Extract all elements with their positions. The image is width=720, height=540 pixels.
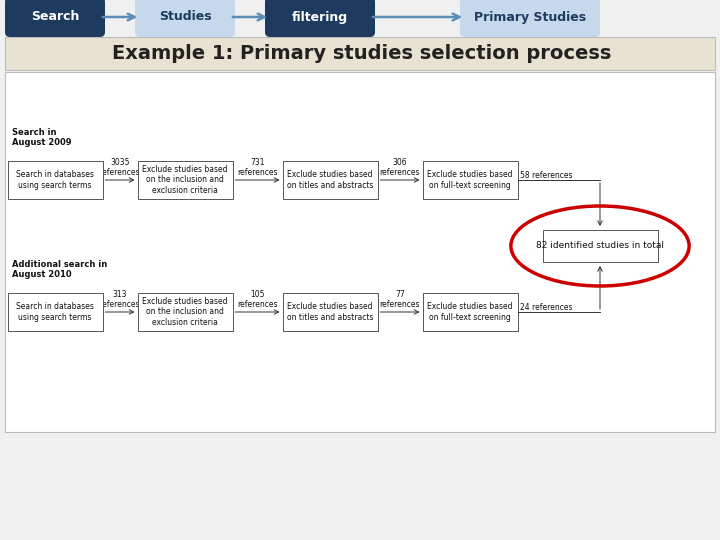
Text: Exclude studies based
on the inclusion and
exclusion criteria: Exclude studies based on the inclusion a… [143,165,228,195]
Bar [7,293,102,331]
Text: Search in databases
using search terms: Search in databases using search terms [16,302,94,322]
Bar [5,72,715,432]
Text: Exclude studies based
on titles and abstracts: Exclude studies based on titles and abst… [287,170,373,190]
Text: Primary Studies: Primary Studies [474,10,586,24]
Text: Studies: Studies [158,10,211,24]
Text: 105
references: 105 references [238,291,278,309]
Text: 24 references: 24 references [521,303,573,313]
Text: Exclude studies based
on titles and abstracts: Exclude studies based on titles and abst… [287,302,373,322]
Bar [7,161,102,199]
Text: Exclude studies based
on full-text screening: Exclude studies based on full-text scree… [427,170,513,190]
Text: Exclude studies based
on the inclusion and
exclusion criteria: Exclude studies based on the inclusion a… [143,297,228,327]
Text: 731
references: 731 references [238,158,278,177]
Text: Search in databases
using search terms: Search in databases using search terms [16,170,94,190]
Text: Search: Search [31,10,79,24]
Bar [5,37,715,70]
FancyBboxPatch shape [5,0,105,37]
Text: Additional search in
August 2010: Additional search in August 2010 [12,260,107,279]
Text: 3035
references: 3035 references [100,158,140,177]
Bar [423,293,518,331]
Text: Exclude studies based
on full-text screening: Exclude studies based on full-text scree… [427,302,513,322]
Text: 77
references: 77 references [379,291,420,309]
FancyBboxPatch shape [265,0,375,37]
FancyBboxPatch shape [135,0,235,37]
Bar [282,293,377,331]
Bar [138,293,233,331]
Bar [423,161,518,199]
Text: Example 1: Primary studies selection process: Example 1: Primary studies selection pro… [112,44,612,63]
Bar [138,161,233,199]
FancyBboxPatch shape [460,0,600,37]
Bar [282,161,377,199]
Text: Search in
August 2009: Search in August 2009 [12,127,71,147]
Text: filtering: filtering [292,10,348,24]
Text: 58 references: 58 references [521,172,573,180]
Text: 306
references: 306 references [379,158,420,177]
Bar [542,230,657,262]
Text: 313
references: 313 references [100,291,140,309]
Text: 82 identified studies in total: 82 identified studies in total [536,241,664,251]
